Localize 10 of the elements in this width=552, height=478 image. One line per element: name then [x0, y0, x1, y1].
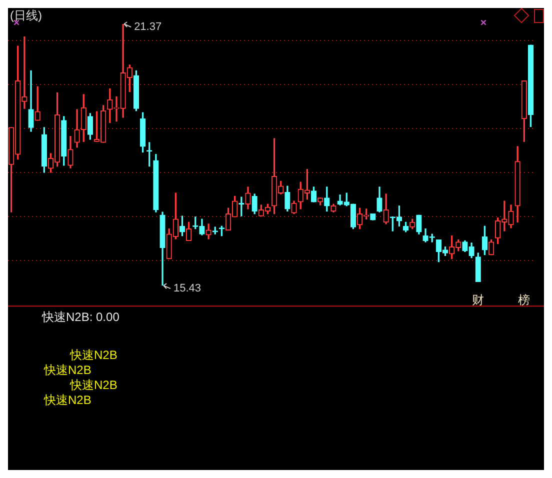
text: 快速N2B — [43, 392, 92, 407]
text: 快速N2B — [69, 348, 118, 362]
annotation: 15.43 — [174, 282, 202, 295]
annotation: 21.37 — [134, 21, 162, 34]
text: 快速N2B — [43, 362, 92, 377]
x-tick-label: 榜 — [518, 293, 530, 308]
text: 快速N2B — [69, 378, 118, 392]
chart-title: (日线) — [10, 8, 42, 22]
text: 快速N2B: 0.00 — [41, 310, 120, 324]
x-tick-label: 财 — [472, 293, 484, 308]
